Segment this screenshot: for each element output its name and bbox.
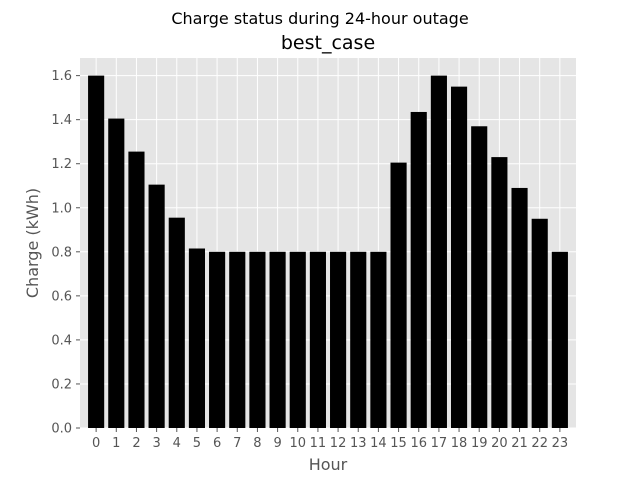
y-tick-label: 1.0 — [51, 201, 72, 216]
x-tick-label: 1 — [112, 436, 120, 451]
bar-hour-20 — [491, 157, 508, 428]
y-tick-label: 0.2 — [51, 377, 72, 392]
x-tick-label: 14 — [370, 436, 387, 451]
x-tick-label: 20 — [491, 436, 508, 451]
x-tick-label: 9 — [273, 436, 281, 451]
x-tick-label: 21 — [511, 436, 528, 451]
y-tick-label: 0.8 — [51, 245, 72, 260]
bar-hour-14 — [370, 251, 387, 428]
bar-hour-8 — [249, 251, 266, 428]
bar-hour-2 — [128, 151, 145, 428]
bar-hour-15 — [390, 162, 407, 428]
x-tick-label: 15 — [390, 436, 407, 451]
y-axis-ticks: 0.0 0.2 0.4 0.6 0.8 1.0 1.2 1.4 1.6 — [51, 69, 80, 437]
x-axis-ticks: 0 1 2 3 4 5 6 7 8 9 10 11 12 13 14 15 16 17 18 19 20 21 22 23 — [92, 428, 568, 451]
chart-title: best_case — [281, 32, 375, 54]
chart-suptitle: Charge status during 24-hour outage — [171, 9, 468, 28]
x-tick-label: 12 — [330, 436, 347, 451]
bar-hour-16 — [410, 111, 427, 428]
bar-hour-7 — [229, 251, 246, 428]
bar-hour-13 — [350, 251, 367, 428]
x-tick-label: 6 — [213, 436, 221, 451]
y-tick-label: 0.6 — [51, 289, 72, 304]
bar-hour-22 — [531, 218, 548, 428]
bar-hour-12 — [330, 251, 347, 428]
bar-hour-9 — [269, 251, 286, 428]
bar-hour-5 — [188, 248, 206, 428]
x-tick-label: 16 — [410, 436, 427, 451]
bar-hour-0 — [88, 75, 105, 428]
x-tick-label: 8 — [253, 436, 261, 451]
bar-hour-21 — [511, 187, 528, 428]
bar-hour-6 — [209, 251, 226, 428]
x-tick-label: 10 — [289, 436, 306, 451]
bar-hour-4 — [168, 217, 185, 428]
x-tick-label: 18 — [451, 436, 468, 451]
bar-hour-17 — [430, 75, 447, 428]
y-tick-label: 0.0 — [51, 422, 72, 437]
x-tick-label: 17 — [431, 436, 448, 451]
x-tick-label: 0 — [92, 436, 100, 451]
y-tick-label: 0.4 — [51, 333, 72, 348]
x-tick-label: 3 — [152, 436, 160, 451]
x-tick-label: 5 — [193, 436, 201, 451]
x-tick-label: 4 — [173, 436, 181, 451]
x-tick-label: 23 — [552, 436, 569, 451]
bars — [88, 75, 568, 429]
x-tick-label: 13 — [350, 436, 367, 451]
x-tick-label: 22 — [531, 436, 548, 451]
bar-hour-11 — [309, 251, 326, 428]
x-tick-label: 11 — [310, 436, 327, 451]
bar-hour-23 — [551, 251, 568, 428]
y-tick-label: 1.2 — [51, 157, 72, 172]
x-axis-label: Hour — [309, 455, 348, 474]
bar-hour-19 — [471, 126, 488, 429]
y-tick-label: 1.4 — [51, 113, 72, 128]
x-tick-label: 7 — [233, 436, 241, 451]
y-axis-label: Charge (kWh) — [23, 188, 42, 298]
x-tick-label: 19 — [471, 436, 488, 451]
bar-hour-3 — [148, 184, 165, 428]
y-tick-label: 1.6 — [51, 69, 72, 84]
bar-hour-1 — [108, 118, 125, 428]
bar-hour-18 — [450, 86, 468, 428]
bar-hour-10 — [289, 251, 306, 428]
x-tick-label: 2 — [132, 436, 140, 451]
